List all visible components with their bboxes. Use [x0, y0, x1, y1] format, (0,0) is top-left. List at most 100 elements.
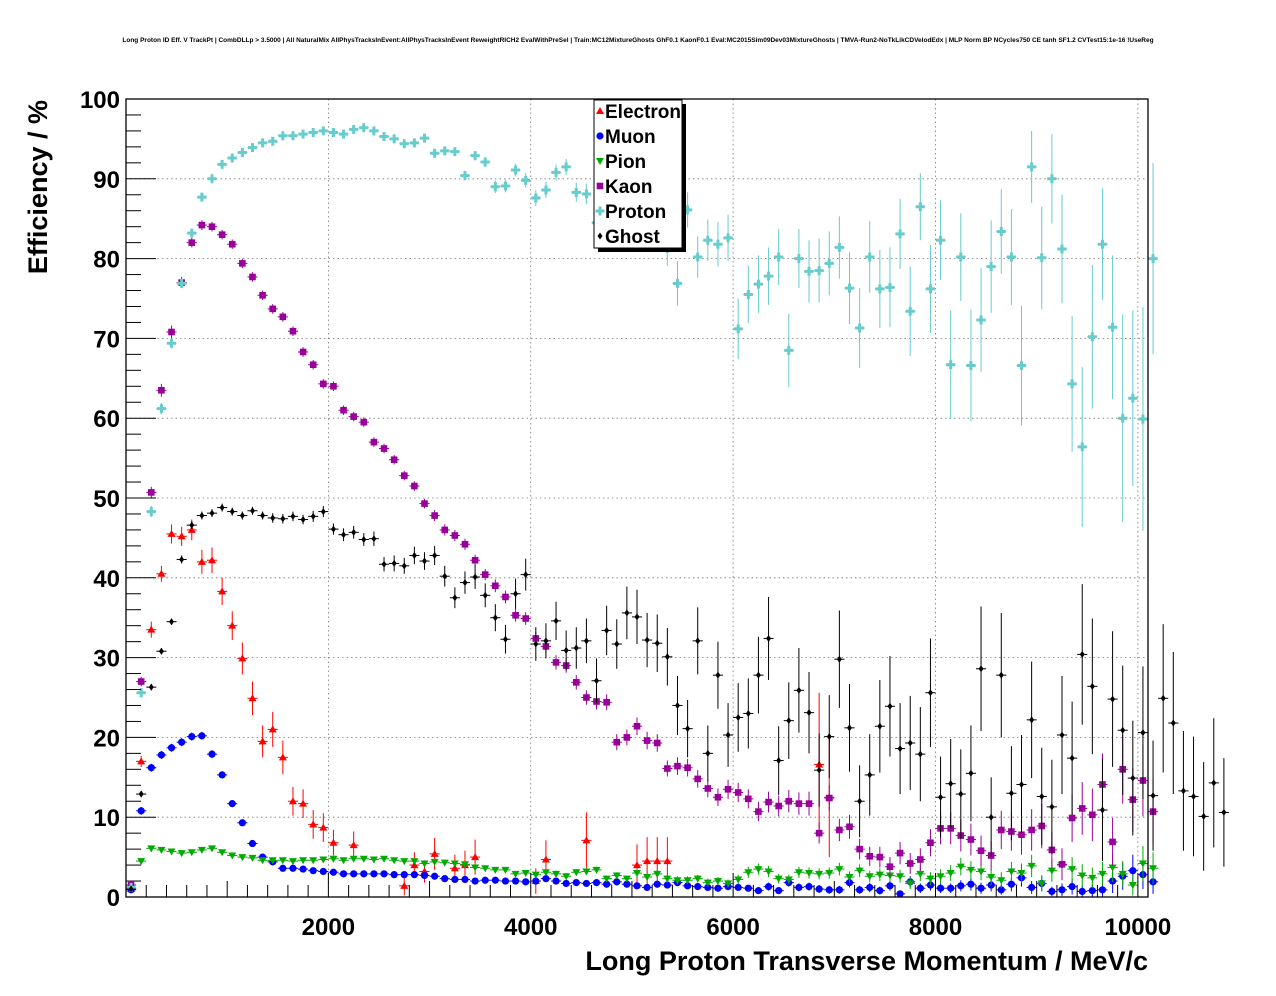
- data-point: [865, 252, 875, 262]
- x-tick-label: 4000: [504, 914, 557, 941]
- data-point: [946, 360, 956, 370]
- data-point: [541, 185, 551, 195]
- data-point: [1180, 787, 1186, 795]
- data-point: [440, 859, 449, 867]
- data-point: [521, 870, 530, 878]
- data-point: [391, 559, 397, 567]
- legend-label: Electron: [605, 102, 681, 123]
- data-point: [541, 855, 550, 863]
- data-point: [431, 512, 438, 519]
- data-point: [1028, 826, 1035, 834]
- data-point: [177, 278, 187, 288]
- data-point: [318, 126, 328, 136]
- data-point: [846, 724, 852, 732]
- data-point: [927, 689, 933, 697]
- data-point: [1019, 780, 1025, 788]
- data-point: [441, 875, 449, 883]
- data-point: [685, 725, 691, 733]
- data-point: [511, 870, 520, 878]
- data-point: [421, 500, 428, 507]
- data-point: [177, 850, 186, 858]
- data-point: [826, 733, 832, 741]
- data-point: [1068, 883, 1076, 891]
- data-point: [299, 799, 308, 807]
- data-point: [451, 875, 459, 884]
- legend-marker: [597, 232, 603, 240]
- data-point: [339, 870, 348, 878]
- data-point: [543, 637, 549, 645]
- data-point: [1017, 361, 1027, 371]
- data-point: [744, 869, 753, 877]
- data-point: [743, 290, 753, 300]
- data-point: [309, 820, 318, 828]
- data-point: [471, 556, 479, 564]
- data-point: [308, 128, 318, 138]
- data-point: [1047, 174, 1057, 184]
- data-point: [400, 858, 409, 866]
- data-point: [360, 418, 368, 426]
- data-point: [1068, 866, 1077, 874]
- data-point: [299, 857, 308, 865]
- data-point: [1138, 414, 1148, 424]
- y-tick-label: 70: [93, 326, 120, 353]
- data-point: [906, 880, 915, 888]
- axes: 2000 4000 6000 8000 10000 0 10 20 30 40 50 60 70 80 90…: [80, 87, 1171, 941]
- data-point: [370, 870, 378, 878]
- data-point: [533, 640, 539, 648]
- data-point: [208, 556, 217, 564]
- data-point: [268, 857, 277, 865]
- data-point: [938, 793, 944, 801]
- legend-marker: [596, 182, 604, 190]
- data-point: [430, 849, 439, 857]
- data-point: [411, 551, 417, 559]
- data-point: [562, 873, 571, 881]
- data-point: [522, 878, 530, 886]
- data-point: [804, 266, 814, 276]
- data-point: [1098, 886, 1107, 894]
- data-point: [814, 266, 824, 276]
- data-point: [432, 551, 438, 559]
- x-tick-label: 8000: [909, 914, 962, 941]
- data-point: [836, 655, 842, 663]
- data-point: [815, 870, 824, 878]
- data-point: [339, 129, 349, 139]
- data-point: [381, 560, 387, 568]
- data-point: [522, 615, 529, 622]
- data-point: [583, 694, 590, 701]
- data-point: [815, 829, 823, 837]
- data-point: [511, 165, 521, 175]
- data-point: [633, 870, 641, 878]
- data-point: [1138, 860, 1147, 868]
- data-point: [1087, 332, 1097, 342]
- data-point: [1017, 870, 1026, 878]
- legend-marker: [596, 107, 604, 114]
- data-point: [906, 860, 914, 867]
- data-point: [1047, 867, 1056, 875]
- data-point: [188, 239, 196, 246]
- data-point: [958, 790, 964, 798]
- data-point: [298, 129, 308, 139]
- data-point: [420, 133, 430, 143]
- data-point: [146, 507, 156, 517]
- data-point: [441, 526, 449, 534]
- data-point: [713, 878, 722, 886]
- data-point: [260, 512, 266, 520]
- data-point: [1048, 887, 1056, 896]
- data-point: [1058, 886, 1066, 894]
- data-point: [694, 883, 702, 891]
- data-point: [916, 870, 925, 878]
- data-point: [1201, 812, 1207, 820]
- data-point: [916, 884, 924, 892]
- data-point: [663, 857, 672, 865]
- data-point: [552, 659, 560, 666]
- data-point: [1088, 874, 1097, 882]
- data-point: [227, 153, 237, 163]
- data-point: [1057, 244, 1067, 254]
- data-point: [714, 884, 722, 892]
- data-point: [531, 871, 540, 879]
- data-point: [350, 413, 357, 420]
- data-point: [683, 205, 693, 215]
- data-point: [431, 872, 439, 880]
- data-point: [674, 701, 680, 709]
- data-point: [896, 873, 905, 881]
